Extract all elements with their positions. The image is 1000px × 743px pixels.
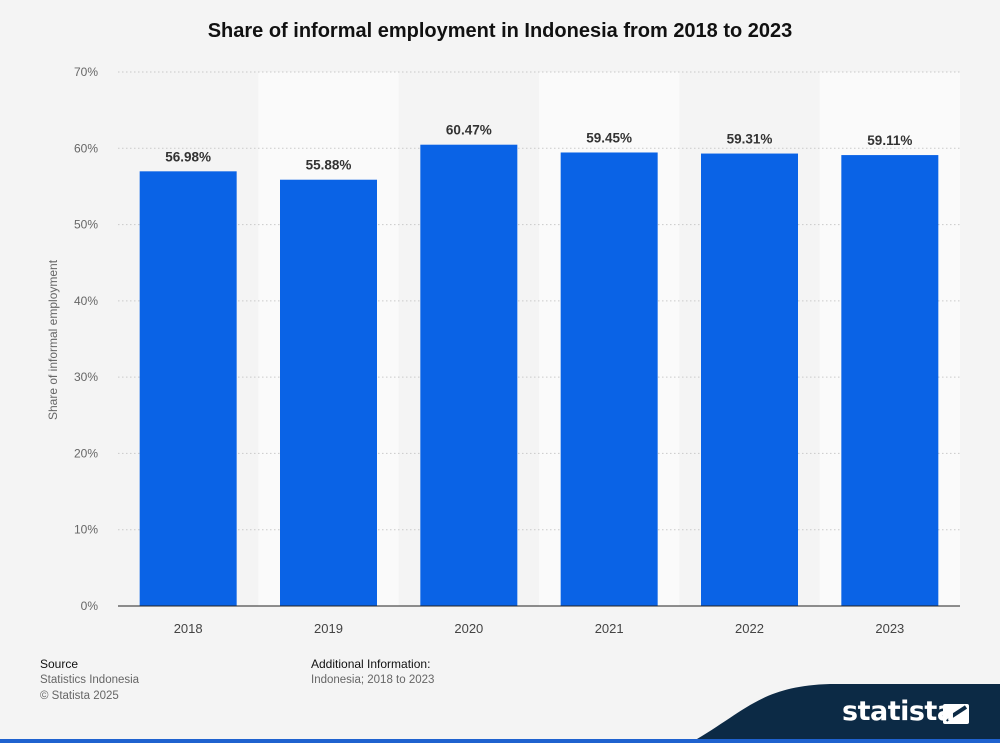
additional-info-heading: Additional Information: xyxy=(311,657,431,671)
x-tick-label: 2021 xyxy=(595,621,624,636)
y-tick-label: 30% xyxy=(74,370,98,384)
y-tick-label: 60% xyxy=(74,141,98,155)
bar xyxy=(841,155,939,607)
source-block: Source Statistics Indonesia © Statista 2… xyxy=(40,656,139,704)
y-tick-label: 50% xyxy=(74,218,98,232)
statista-logo-icon xyxy=(943,704,969,724)
x-tick-label: 2018 xyxy=(174,621,203,636)
bar xyxy=(701,153,798,606)
bar xyxy=(560,152,658,606)
bar xyxy=(139,171,237,606)
chart-title: Share of informal employment in Indonesi… xyxy=(207,20,793,42)
bar xyxy=(280,179,377,606)
bar-value-label: 59.11% xyxy=(867,133,912,148)
x-tick-label: 2023 xyxy=(875,621,904,636)
y-axis-label: Share of informal employment xyxy=(46,259,60,420)
brand-accent-line xyxy=(0,739,1000,743)
source-line[interactable]: Statistics Indonesia xyxy=(40,674,140,686)
source-heading: Source xyxy=(40,657,79,671)
x-tick-label: 2022 xyxy=(735,621,764,636)
additional-info-text: Indonesia; 2018 to 2023 xyxy=(311,674,435,686)
bar-value-label: 56.98% xyxy=(165,149,211,164)
bar-value-label: 55.88% xyxy=(306,158,352,173)
x-tick-label: 2020 xyxy=(454,621,483,636)
bar-value-label: 60.47% xyxy=(446,123,492,138)
brand-name[interactable]: statista xyxy=(842,696,955,727)
copyright-line: © Statista 2025 xyxy=(40,690,119,702)
y-tick-label: 20% xyxy=(74,446,98,460)
y-tick-label: 40% xyxy=(74,294,98,308)
bar-value-label: 59.31% xyxy=(727,132,773,147)
y-tick-label: 10% xyxy=(74,523,98,537)
bar xyxy=(420,144,518,606)
brand-band-shape xyxy=(690,684,1000,743)
y-tick-label: 70% xyxy=(74,65,98,79)
x-tick-label: 2019 xyxy=(314,621,343,636)
bar-value-label: 59.45% xyxy=(586,130,632,145)
additional-info-block: Additional Information: Indonesia; 2018 … xyxy=(311,656,434,688)
y-tick-label: 0% xyxy=(81,599,99,613)
